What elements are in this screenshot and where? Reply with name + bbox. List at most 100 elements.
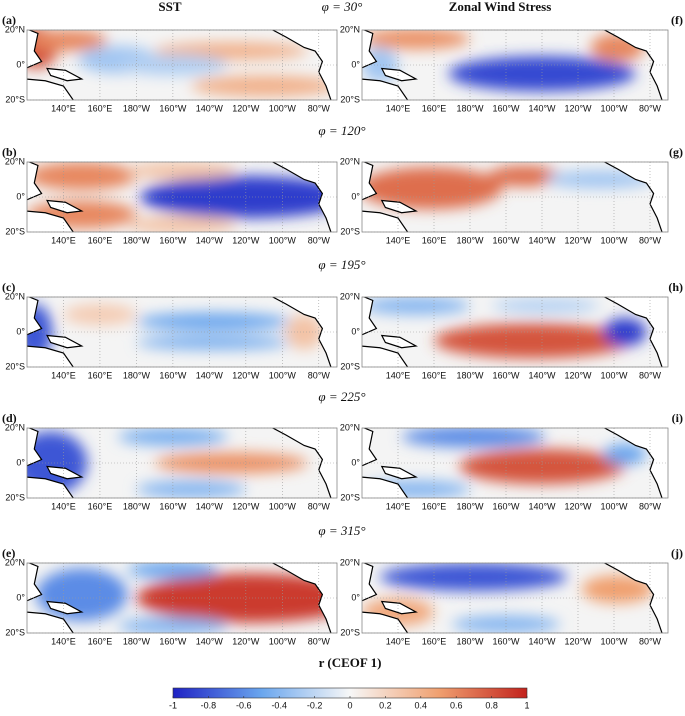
x-tick-label: 120°W — [564, 370, 592, 380]
x-tick-label: 180°W — [123, 636, 151, 646]
y-tick-label: 20°S — [5, 492, 25, 502]
map-frame — [26, 296, 338, 368]
x-tick-label: 140°E — [386, 370, 411, 380]
land — [362, 428, 418, 498]
x-tick-label: 160°E — [422, 235, 447, 245]
field-blob — [362, 30, 470, 50]
field-blob — [581, 575, 654, 604]
x-tick-label: 160°W — [159, 370, 187, 380]
x-tick-label: 160°E — [88, 235, 113, 245]
x-tick-label: 80°W — [639, 636, 662, 646]
land — [27, 297, 84, 367]
colorbar-tick-label: -0.2 — [307, 700, 323, 710]
x-tick-label: 80°W — [308, 370, 331, 380]
x-tick-label: 100°W — [600, 235, 628, 245]
x-tick-label: 100°W — [269, 636, 297, 646]
map-frame — [26, 161, 338, 233]
field-blob — [285, 314, 323, 350]
y-tick-label: 20°S — [5, 94, 25, 104]
x-tick-label: 160°E — [88, 501, 113, 511]
colorbar-tick-label: -0.6 — [236, 700, 252, 710]
x-tick-label: 120°W — [564, 636, 592, 646]
field-blob — [603, 318, 647, 346]
land — [362, 563, 418, 633]
x-tick-label: 160°E — [88, 370, 113, 380]
panel-label: (c) — [2, 280, 15, 294]
x-tick-label: 120°W — [564, 103, 592, 113]
map-frame — [361, 562, 669, 634]
x-tick-label: 80°W — [308, 103, 331, 113]
field-blob — [136, 480, 246, 498]
land — [362, 297, 418, 367]
field-blob — [118, 617, 228, 633]
x-tick-label: 100°W — [269, 501, 297, 511]
field-blur — [362, 165, 654, 210]
x-tick-label: 120°W — [564, 235, 592, 245]
field-blob — [118, 428, 228, 446]
x-tick-label: 140°W — [196, 103, 224, 113]
field-blob — [448, 56, 636, 92]
field-blob — [452, 615, 560, 633]
x-tick-label: 120°W — [232, 103, 260, 113]
x-tick-label: 140°E — [386, 103, 411, 113]
y-tick-label: 20°S — [5, 361, 25, 371]
land — [27, 428, 84, 498]
panel-label: (f) — [671, 13, 683, 27]
field-blur — [362, 30, 645, 92]
panel-label: (d) — [2, 411, 17, 425]
y-tick-label: 0° — [351, 326, 360, 336]
x-tick-label: 140°E — [51, 501, 76, 511]
x-tick-label: 100°W — [269, 235, 297, 245]
colorbar-label: r (CEOF 1) — [319, 655, 382, 670]
field-blob — [491, 298, 600, 313]
field-blob — [362, 167, 503, 210]
x-tick-label: 140°E — [51, 103, 76, 113]
y-tick-label: 0° — [16, 592, 25, 602]
land — [362, 162, 418, 232]
x-tick-label: 180°W — [123, 235, 151, 245]
x-tick-label: 160°E — [422, 636, 447, 646]
land — [27, 563, 84, 633]
field-blob — [488, 165, 560, 187]
x-tick-label: 140°W — [196, 636, 224, 646]
y-tick-label: 20°N — [5, 156, 25, 166]
y-tick-label: 0° — [351, 592, 360, 602]
x-tick-label: 140°W — [196, 501, 224, 511]
map-frame — [26, 427, 338, 499]
field-blob — [127, 162, 237, 180]
y-tick-label: 20°N — [340, 156, 360, 166]
y-tick-label: 20°S — [5, 627, 25, 637]
y-tick-label: 20°S — [340, 361, 360, 371]
panel-label: (b) — [2, 145, 17, 159]
panel-label: (e) — [2, 546, 15, 560]
field-blur — [362, 297, 647, 359]
phase-label: φ = 195° — [318, 257, 365, 272]
x-tick-label: 160°W — [159, 235, 187, 245]
field-blob — [136, 312, 290, 331]
y-tick-label: 20°S — [340, 94, 360, 104]
x-tick-label: 80°W — [639, 501, 662, 511]
x-tick-label: 140°W — [528, 501, 556, 511]
x-tick-label: 120°W — [232, 370, 260, 380]
y-tick-label: 20°N — [340, 557, 360, 567]
x-tick-label: 160°E — [422, 370, 447, 380]
field-blob — [459, 449, 625, 484]
phase-label: φ = 225° — [318, 389, 365, 404]
x-tick-label: 100°W — [269, 370, 297, 380]
y-tick-label: 20°N — [5, 557, 25, 567]
x-tick-label: 120°W — [232, 501, 260, 511]
x-tick-label: 160°W — [492, 370, 520, 380]
x-tick-label: 180°W — [456, 103, 484, 113]
y-tick-label: 20°N — [340, 291, 360, 301]
map-frame — [26, 562, 338, 634]
y-tick-label: 0° — [16, 457, 25, 467]
x-tick-label: 160°E — [422, 501, 447, 511]
land — [362, 30, 418, 100]
y-tick-label: 20°N — [340, 24, 360, 34]
x-tick-label: 180°W — [456, 636, 484, 646]
x-tick-label: 140°W — [196, 235, 224, 245]
x-tick-label: 160°E — [88, 636, 113, 646]
panel-label: (j) — [671, 546, 683, 560]
x-tick-label: 160°W — [492, 501, 520, 511]
